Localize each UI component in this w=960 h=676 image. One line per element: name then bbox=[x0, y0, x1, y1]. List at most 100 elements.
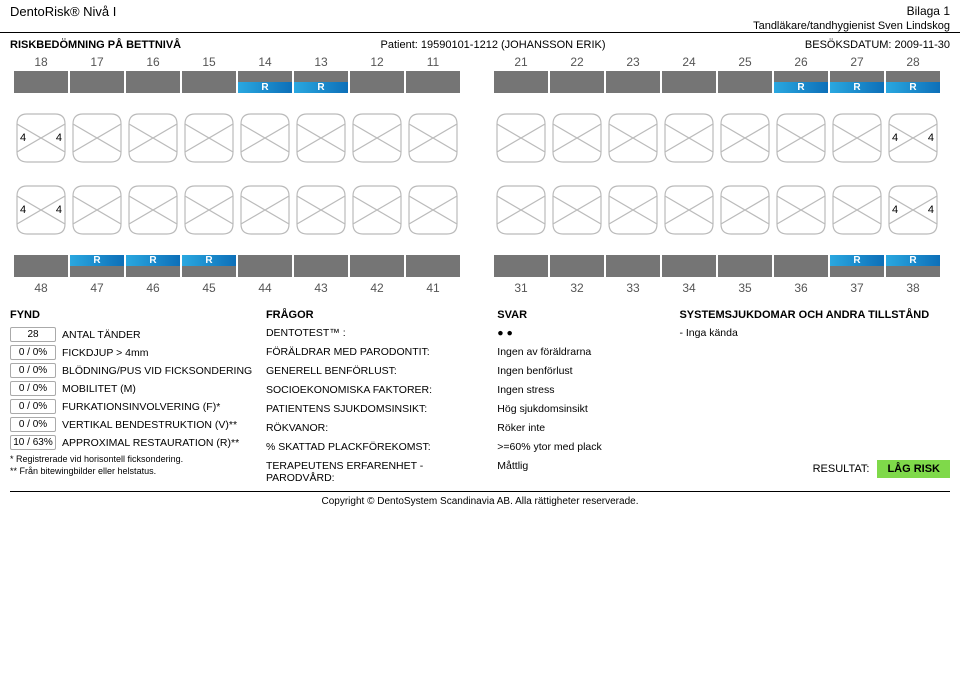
risk-segment bbox=[494, 71, 548, 93]
tooth-value-left: 4 bbox=[892, 204, 898, 216]
tooth-number: 17 bbox=[70, 55, 124, 69]
svar-row: Röker inte bbox=[497, 422, 669, 438]
tooth-number: 23 bbox=[606, 55, 660, 69]
tooth-number: 28 bbox=[886, 55, 940, 69]
tooth-number: 25 bbox=[718, 55, 772, 69]
tooth-number: 44 bbox=[238, 281, 292, 295]
fynd-label: MOBILITET (M) bbox=[62, 383, 136, 395]
tooth-number: 36 bbox=[774, 281, 828, 295]
risk-segment bbox=[494, 255, 548, 277]
tooth-value-left: 4 bbox=[20, 132, 26, 144]
tooth-chart: 18171615141312112122232425262728 RRRRR 4… bbox=[0, 55, 960, 295]
result-label: RESULTAT: bbox=[813, 463, 870, 475]
tooth-shape bbox=[606, 111, 660, 165]
fynd-label: ANTAL TÄNDER bbox=[62, 329, 141, 341]
tooth-number: 13 bbox=[294, 55, 348, 69]
tooth-shape bbox=[350, 183, 404, 237]
tooth-shape bbox=[662, 183, 716, 237]
footnotes: * Registrerade vid horisontell ficksonde… bbox=[10, 454, 256, 477]
tooth-value-right: 4 bbox=[56, 204, 62, 216]
tooth-value-right: 4 bbox=[928, 204, 934, 216]
svar-row: Måttlig bbox=[497, 460, 669, 476]
tooth-number: 38 bbox=[886, 281, 940, 295]
fynd-value: 0 / 0% bbox=[10, 363, 56, 378]
tooth-number: 42 bbox=[350, 281, 404, 295]
tooth-shape: 44 bbox=[886, 111, 940, 165]
tooth-number: 41 bbox=[406, 281, 460, 295]
tooth-number: 12 bbox=[350, 55, 404, 69]
risk-segment bbox=[606, 255, 660, 277]
header-right: Bilaga 1 Tandläkare/tandhygienist Sven L… bbox=[753, 4, 950, 32]
svar-row: Ingen benförlust bbox=[497, 365, 669, 381]
system-line: - Inga kända bbox=[679, 327, 950, 343]
svar-row: Hög sjukdomsinsikt bbox=[497, 403, 669, 419]
risk-segment bbox=[350, 71, 404, 93]
fragor-row: DENTOTEST™ : bbox=[266, 327, 487, 343]
tooth-shape bbox=[718, 183, 772, 237]
tooth-shape bbox=[494, 183, 548, 237]
fragor-column: FRÅGOR DENTOTEST™ :FÖRÄLDRAR MED PARODON… bbox=[266, 309, 487, 479]
fynd-value: 0 / 0% bbox=[10, 345, 56, 360]
tooth-shape: 44 bbox=[14, 183, 68, 237]
result-badge: LÅG RISK bbox=[877, 460, 950, 478]
upper-tooth-shapes: 4444 bbox=[14, 111, 946, 165]
copyright: Copyright © DentoSystem Scandinavia AB. … bbox=[10, 491, 950, 507]
tooth-value-right: 4 bbox=[928, 132, 934, 144]
fynd-row: 0 / 0% MOBILITET (M) bbox=[10, 381, 256, 396]
tooth-shape bbox=[662, 111, 716, 165]
tooth-number: 31 bbox=[494, 281, 548, 295]
risk-segment: R bbox=[830, 255, 884, 277]
tooth-shape bbox=[830, 183, 884, 237]
tooth-number: 33 bbox=[606, 281, 660, 295]
fragor-row: TERAPEUTENS ERFARENHET - PARODVÅRD: bbox=[266, 460, 487, 476]
tooth-number: 32 bbox=[550, 281, 604, 295]
svar-row: >=60% ytor med plack bbox=[497, 441, 669, 457]
fynd-value: 0 / 0% bbox=[10, 381, 56, 396]
tooth-number: 26 bbox=[774, 55, 828, 69]
svar-column: SVAR ● ●Ingen av föräldrarnaIngen benför… bbox=[497, 309, 669, 479]
fynd-label: VERTIKAL BENDESTRUKTION (V)** bbox=[62, 419, 237, 431]
risk-segment bbox=[774, 255, 828, 277]
tooth-value-left: 4 bbox=[892, 132, 898, 144]
result-row: RESULTAT: LÅG RISK bbox=[679, 460, 950, 478]
tooth-shape bbox=[294, 183, 348, 237]
fynd-row: 10 / 63%APPROXIMAL RESTAURATION (R)** bbox=[10, 435, 256, 450]
tooth-number: 21 bbox=[494, 55, 548, 69]
tooth-number: 16 bbox=[126, 55, 180, 69]
tooth-shape bbox=[182, 183, 236, 237]
tooth-number: 47 bbox=[70, 281, 124, 295]
risk-segment bbox=[14, 255, 68, 277]
risk-segment bbox=[662, 255, 716, 277]
tooth-value-right: 4 bbox=[56, 132, 62, 144]
fynd-value: 10 / 63% bbox=[10, 435, 56, 450]
risk-segment bbox=[662, 71, 716, 93]
tooth-shape bbox=[550, 183, 604, 237]
svar-row: Ingen stress bbox=[497, 384, 669, 400]
lower-tooth-numbers: 48474645444342413132333435363738 bbox=[14, 281, 946, 295]
risk-segment bbox=[550, 71, 604, 93]
tooth-shape bbox=[830, 111, 884, 165]
tooth-number: 11 bbox=[406, 55, 460, 69]
fynd-title: FYND bbox=[10, 309, 256, 321]
fynd-value: 0 / 0% bbox=[10, 399, 56, 414]
fynd-row: 0 / 0%FURKATIONSINVOLVERING (F)* bbox=[10, 399, 256, 414]
fragor-row: % SKATTAD PLACKFÖREKOMST: bbox=[266, 441, 487, 457]
fragor-title: FRÅGOR bbox=[266, 309, 487, 321]
risk-segment: R bbox=[182, 255, 236, 277]
fynd-row: 0 / 0%FICKDJUP > 4mm bbox=[10, 345, 256, 360]
tooth-shape bbox=[494, 111, 548, 165]
fynd-row: 28ANTAL TÄNDER bbox=[10, 327, 256, 342]
fragor-row: PATIENTENS SJUKDOMSINSIKT: bbox=[266, 403, 487, 419]
tooth-shape bbox=[606, 183, 660, 237]
tooth-number: 24 bbox=[662, 55, 716, 69]
tooth-number: 18 bbox=[14, 55, 68, 69]
info-row: RISKBEDÖMNING PÅ BETTNIVÅ Patient: 19590… bbox=[0, 33, 960, 55]
tooth-shape bbox=[406, 183, 460, 237]
fynd-value: 0 / 0% bbox=[10, 417, 56, 432]
fynd-row: 0 / 0% VERTIKAL BENDESTRUKTION (V)** bbox=[10, 417, 256, 432]
svar-row: Ingen av föräldrarna bbox=[497, 346, 669, 362]
practitioner: Tandläkare/tandhygienist Sven Lindskog bbox=[753, 20, 950, 32]
patient-label: Patient: 19590101-1212 (JOHANSSON ERIK) bbox=[381, 39, 606, 51]
risk-segment: R bbox=[886, 255, 940, 277]
risk-segment bbox=[718, 255, 772, 277]
